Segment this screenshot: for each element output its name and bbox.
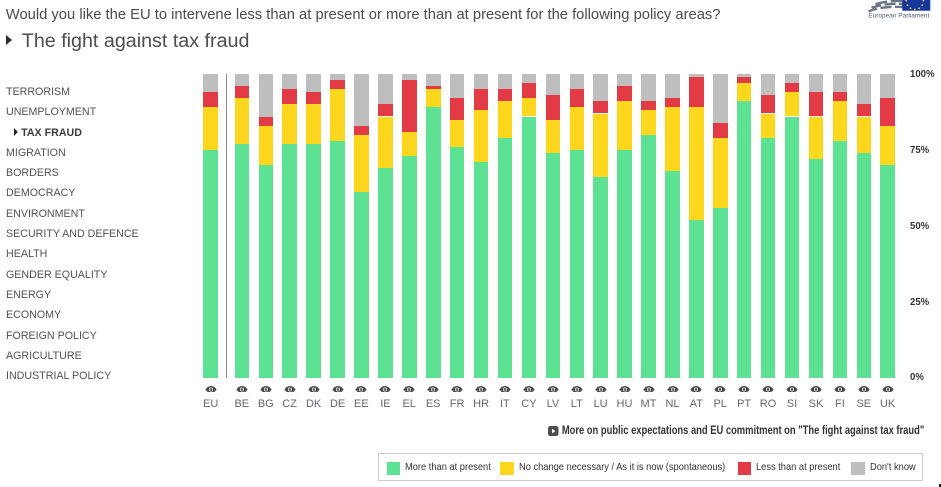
svg-text:European Parliament: European Parliament xyxy=(868,13,929,20)
